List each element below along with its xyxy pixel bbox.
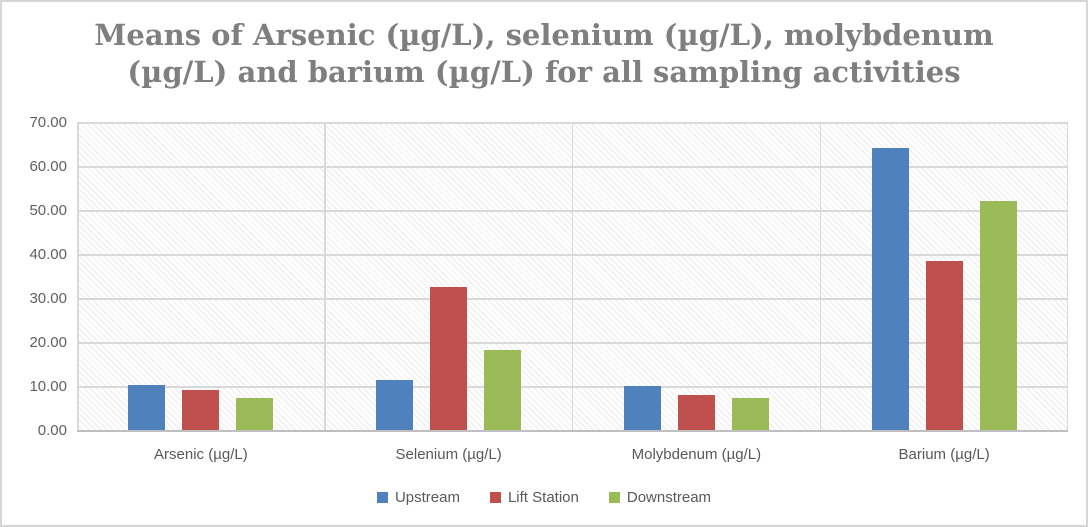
y-tick-label: 70.00 bbox=[29, 114, 67, 131]
bar-upstream-molybdenum[interactable] bbox=[623, 385, 661, 431]
y-tick-label: 60.00 bbox=[29, 158, 67, 175]
legend-swatch-lift-station bbox=[489, 492, 501, 503]
chart-title: Means of Arsenic (µg/L), selenium (µg/L)… bbox=[2, 17, 1086, 91]
bar-lift-station-selenium[interactable] bbox=[430, 287, 468, 431]
legend-label-downstream: Downstream bbox=[626, 489, 712, 506]
bar-downstream-barium[interactable] bbox=[979, 200, 1017, 431]
bar-lift-station-barium[interactable] bbox=[925, 260, 963, 431]
category-group-barium bbox=[820, 123, 1068, 431]
y-tick-label: 30.00 bbox=[29, 290, 67, 307]
legend: Upstream Lift Station Downstream bbox=[2, 489, 1086, 506]
category-group-molybdenum bbox=[573, 123, 821, 431]
category-separator bbox=[1066, 123, 1068, 431]
legend-swatch-upstream bbox=[376, 492, 388, 503]
category-separator bbox=[324, 123, 326, 431]
bar-downstream-molybdenum[interactable] bbox=[731, 398, 769, 431]
x-axis: Arsenic (µg/L) Selenium (µg/L) Molybdenum … bbox=[77, 446, 1068, 463]
x-category-label-barium: Barium (µg/L) bbox=[898, 446, 990, 463]
bar-upstream-arsenic[interactable] bbox=[128, 385, 166, 431]
y-axis: 70.00 60.00 50.00 40.00 30.00 20.00 10.00 0.00 bbox=[2, 114, 67, 439]
chart-title-line2: (µg/L) and barium (µg/L) for all samplin… bbox=[127, 55, 961, 89]
bar-downstream-arsenic[interactable] bbox=[236, 398, 274, 431]
bar-upstream-barium[interactable] bbox=[871, 147, 909, 431]
bar-upstream-selenium[interactable] bbox=[376, 379, 414, 431]
y-tick-label: 50.00 bbox=[29, 202, 67, 219]
bar-lift-station-arsenic[interactable] bbox=[182, 389, 220, 431]
legend-item-upstream[interactable]: Upstream bbox=[376, 489, 460, 506]
legend-item-lift-station[interactable]: Lift Station bbox=[489, 489, 579, 506]
legend-item-downstream[interactable]: Downstream bbox=[608, 489, 712, 506]
y-tick-label: 20.00 bbox=[29, 334, 67, 351]
y-tick-label: 0.00 bbox=[37, 422, 67, 439]
x-axis-line bbox=[77, 430, 1068, 432]
y-tick-label: 40.00 bbox=[29, 246, 67, 263]
legend-label-upstream: Upstream bbox=[394, 489, 460, 506]
legend-label-lift-station: Lift Station bbox=[507, 489, 579, 506]
y-tick-label: 10.00 bbox=[29, 378, 67, 395]
x-category-label-molybdenum: Molybdenum (µg/L) bbox=[631, 446, 762, 463]
x-category-label-selenium: Selenium (µg/L) bbox=[395, 446, 502, 463]
category-separator bbox=[77, 123, 79, 431]
chart-title-line1: Means of Arsenic (µg/L), selenium (µg/L)… bbox=[94, 18, 994, 52]
category-group-selenium bbox=[325, 123, 573, 431]
bar-downstream-selenium[interactable] bbox=[484, 350, 522, 431]
legend-swatch-downstream bbox=[608, 492, 620, 503]
category-separator bbox=[571, 123, 574, 431]
plot-area bbox=[77, 122, 1068, 432]
category-group-arsenic bbox=[77, 123, 325, 431]
bar-lift-station-molybdenum[interactable] bbox=[677, 395, 715, 431]
x-category-label-arsenic: Arsenic (µg/L) bbox=[154, 446, 248, 463]
category-separator bbox=[819, 123, 821, 431]
